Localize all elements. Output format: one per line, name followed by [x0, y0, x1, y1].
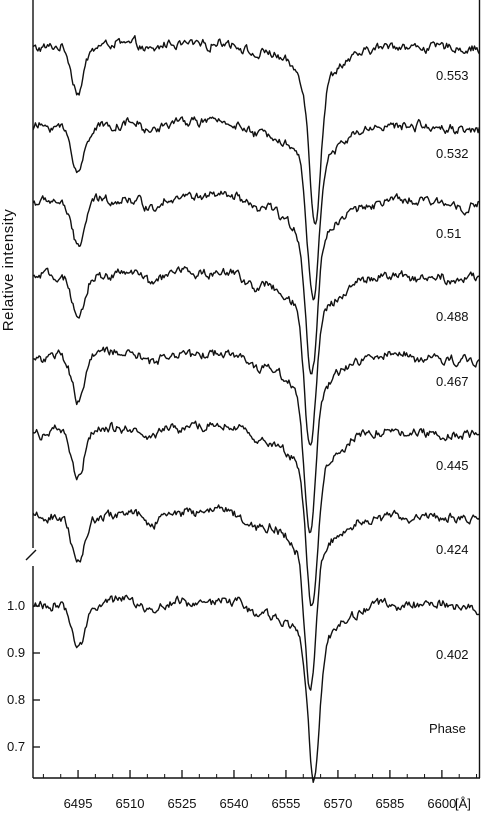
- phase-value-label: 0.51: [436, 226, 461, 241]
- x-tick-label: 6600: [427, 796, 456, 811]
- spectrum-line: [32, 190, 480, 375]
- x-tick-label: 6525: [168, 796, 197, 811]
- x-tick-label: 6555: [271, 796, 300, 811]
- phase-legend-title: Phase: [429, 721, 466, 736]
- x-tick-label: 6585: [375, 796, 404, 811]
- x-tick-label: 6570: [323, 796, 352, 811]
- phase-value-label: 0.488: [436, 309, 469, 324]
- phase-value-label: 0.467: [436, 374, 469, 389]
- x-tick-label: 6510: [116, 796, 145, 811]
- x-tick-label: 6495: [64, 796, 93, 811]
- x-tick-label: 6540: [220, 796, 249, 811]
- spectra-series: [32, 35, 480, 783]
- spectrum-line: [32, 35, 480, 225]
- phase-value-label: 0.424: [436, 542, 469, 557]
- phase-value-label: 0.553: [436, 68, 469, 83]
- plot-frame: [25, 0, 481, 779]
- y-tick-label: 0.8: [7, 692, 25, 707]
- spectrum-line: [32, 266, 480, 446]
- spectrum-line: [32, 594, 480, 783]
- y-tick-label: 0.7: [7, 739, 25, 754]
- spectrum-line: [32, 116, 480, 301]
- phase-value-label: 0.445: [436, 458, 469, 473]
- axis-break-mark: [25, 549, 37, 561]
- x-axis-unit-label: [Å]: [455, 796, 471, 811]
- y-tick-label: 0.9: [7, 645, 25, 660]
- phase-value-label: 0.532: [436, 146, 469, 161]
- phase-labels: 0.553 0.532 0.51 0.488 0.467 0.445 0.424 0.402: [436, 68, 469, 662]
- spectrum-line: [32, 504, 480, 691]
- spectrum-line: [32, 420, 480, 607]
- phase-value-label: 0.402: [436, 647, 469, 662]
- y-tick-label: 1.0: [7, 598, 25, 613]
- spectrum-line: [32, 346, 480, 534]
- axis-ticks: 6495 6510 6525 6540 6555 6570 6585 6600 1.0 0.9 0.…: [7, 598, 478, 811]
- y-axis-label: Relative intensity: [0, 209, 17, 331]
